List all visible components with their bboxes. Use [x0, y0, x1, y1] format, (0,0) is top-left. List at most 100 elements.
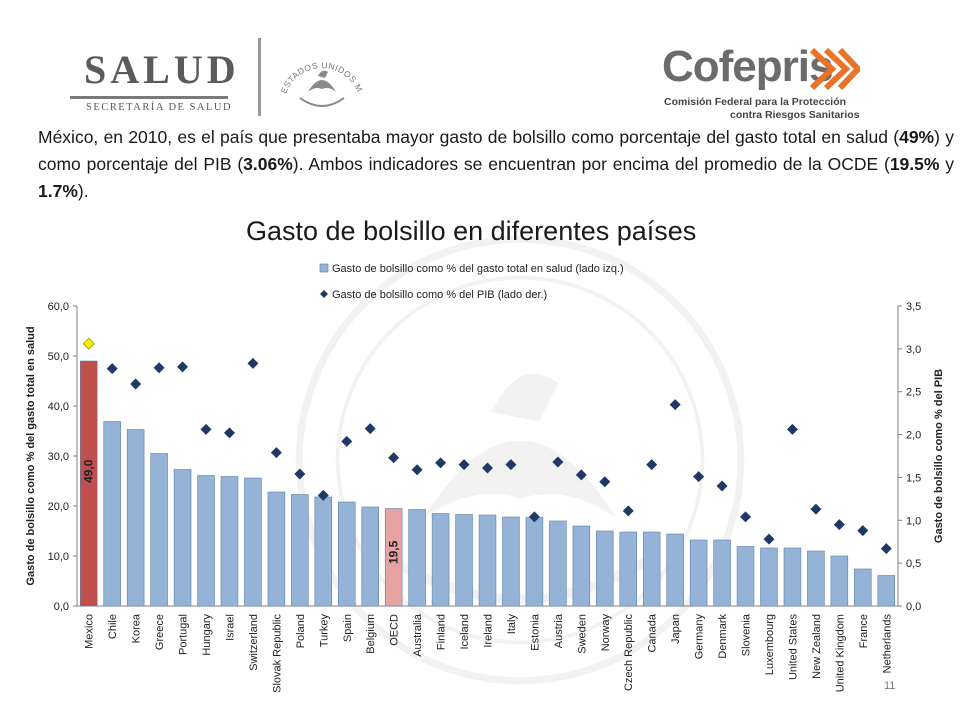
- bar-italy: [502, 516, 520, 607]
- left-axis-tick-label: 60,0: [48, 301, 69, 313]
- bar-portugal: [173, 469, 192, 607]
- bar-new-zealand: [807, 550, 825, 607]
- x-tick-label: United States: [787, 614, 799, 681]
- x-tick-label: Ireland: [483, 614, 495, 648]
- right-axis-tick-label: 1,0: [906, 515, 921, 527]
- point-united-states: [786, 423, 798, 435]
- bar-sweden: [572, 525, 591, 607]
- legend-label-point: Gasto de bolsillo como % del PIB (lado d…: [332, 289, 547, 301]
- data-label-oecd: 19,5: [387, 540, 401, 564]
- salud-logo-bar: [70, 96, 228, 99]
- x-tick-label: Finland: [436, 614, 448, 650]
- x-tick-label: Sweden: [576, 614, 588, 654]
- x-tick-label: Iceland: [459, 614, 471, 649]
- point-estonia: [528, 511, 540, 523]
- point-luxembourg: [763, 533, 775, 545]
- point-czech-republic: [622, 505, 634, 517]
- page-number: 11: [884, 680, 896, 692]
- intro-text-1: México, en 2010, es el país que presenta…: [38, 127, 900, 147]
- point-austria: [552, 456, 564, 468]
- x-tick-label: Portugal: [178, 614, 190, 655]
- x-tick-label: Turkey: [318, 614, 330, 648]
- bar-denmark: [713, 539, 731, 607]
- x-tick-label: Japan: [670, 614, 682, 644]
- bar-turkey: [314, 496, 333, 607]
- intro-paragraph: México, en 2010, es el país que presenta…: [38, 124, 954, 205]
- point-israel: [223, 427, 235, 439]
- point-switzerland: [247, 357, 259, 369]
- x-tick-label: OECD: [389, 614, 401, 646]
- right-axis-title: Gasto de bolsillo como % del PIB: [933, 369, 945, 543]
- bar-greece: [150, 453, 168, 607]
- x-tick-label: Slovenia: [741, 613, 753, 656]
- right-axis-tick-label: 2,0: [906, 430, 921, 442]
- x-tick-label: Spain: [342, 614, 354, 642]
- intro-value-mexico-gdp: 3.06%: [243, 154, 293, 174]
- point-new-zealand: [810, 503, 822, 515]
- intro-value-mexico-total: 49%: [899, 127, 935, 147]
- x-tick-label: Australia: [412, 613, 424, 657]
- right-axis-tick-label: 0,5: [906, 558, 921, 570]
- legend-label-bar: Gasto de bolsillo como % del gasto total…: [332, 263, 624, 275]
- bar-slovak-republic: [267, 491, 286, 607]
- bar-mexico: [79, 360, 98, 607]
- salud-logo: SALUD SECRETARÍA DE SALUD: [68, 46, 258, 113]
- x-tick-label: Slovak Republic: [271, 614, 283, 693]
- point-sweden: [575, 469, 587, 481]
- point-slovenia: [740, 511, 752, 523]
- bar-czech-republic: [619, 531, 637, 607]
- x-tick-label: Canada: [647, 613, 659, 652]
- cofepris-arrows-icon: [810, 47, 860, 91]
- bar-japan: [666, 533, 684, 607]
- x-tick-label: Switzerland: [248, 614, 260, 671]
- x-tick-label: Estonia: [529, 613, 541, 651]
- intro-value-oecd-gdp: 1.7%: [38, 181, 78, 201]
- left-axis-tick-label: 0,0: [54, 601, 69, 613]
- point-italy: [505, 459, 517, 471]
- bar-hungary: [197, 475, 215, 607]
- x-tick-label: Greece: [154, 614, 166, 650]
- cofepris-subtitle-2: contra Riesgos Sanitarios: [730, 109, 860, 121]
- x-tick-label: Italy: [506, 614, 518, 635]
- point-denmark: [716, 480, 728, 492]
- intro-text-2: ) y como porcentaje del PIB (: [38, 127, 954, 174]
- bar-spain: [338, 501, 356, 607]
- x-tick-label: New Zealand: [811, 614, 823, 679]
- point-norway: [599, 476, 611, 488]
- bar-slovenia: [736, 546, 755, 607]
- bar-israel: [220, 476, 239, 607]
- intro-text-5: ).: [77, 181, 89, 201]
- bar-united-states: [783, 547, 802, 607]
- cofepris-subtitle-1: Comisión Federal para la Protección: [664, 96, 847, 108]
- left-axis-tick-label: 50,0: [48, 351, 69, 363]
- point-mexico: [82, 337, 95, 350]
- point-finland: [435, 457, 447, 469]
- right-axis-tick-label: 2,5: [906, 387, 921, 399]
- point-greece: [153, 362, 165, 374]
- salud-logo-subtitle: SECRETARÍA DE SALUD: [86, 102, 233, 113]
- point-poland: [294, 468, 306, 480]
- point-united-kingdom: [833, 519, 845, 531]
- x-tick-label: Netherlands: [881, 614, 893, 674]
- right-axis-tick-label: 1,5: [906, 472, 921, 484]
- bar-estonia: [525, 517, 544, 607]
- point-japan: [669, 399, 681, 411]
- x-tick-label: Korea: [131, 613, 143, 643]
- bar-canada: [642, 531, 661, 607]
- intro-text-3: ). Ambos indicadores se encuentran por e…: [292, 154, 890, 174]
- x-tick-label: Austria: [553, 613, 565, 648]
- bar-chile: [103, 421, 121, 607]
- left-axis-title: Gasto de bolsillo como % del gasto total…: [25, 326, 37, 585]
- bar-norway: [596, 530, 614, 607]
- left-axis-tick-label: 20,0: [48, 501, 69, 513]
- x-tick-label: Poland: [295, 614, 307, 648]
- bar-finland: [431, 513, 450, 607]
- point-iceland: [458, 459, 470, 471]
- x-tick-label: France: [858, 614, 870, 648]
- right-axis-tick-label: 3,0: [906, 344, 921, 356]
- bar-austria: [549, 520, 567, 607]
- x-tick-label: Hungary: [201, 614, 213, 656]
- bar-iceland: [455, 514, 473, 607]
- point-netherlands: [880, 543, 892, 555]
- bar-oecd: [384, 508, 403, 607]
